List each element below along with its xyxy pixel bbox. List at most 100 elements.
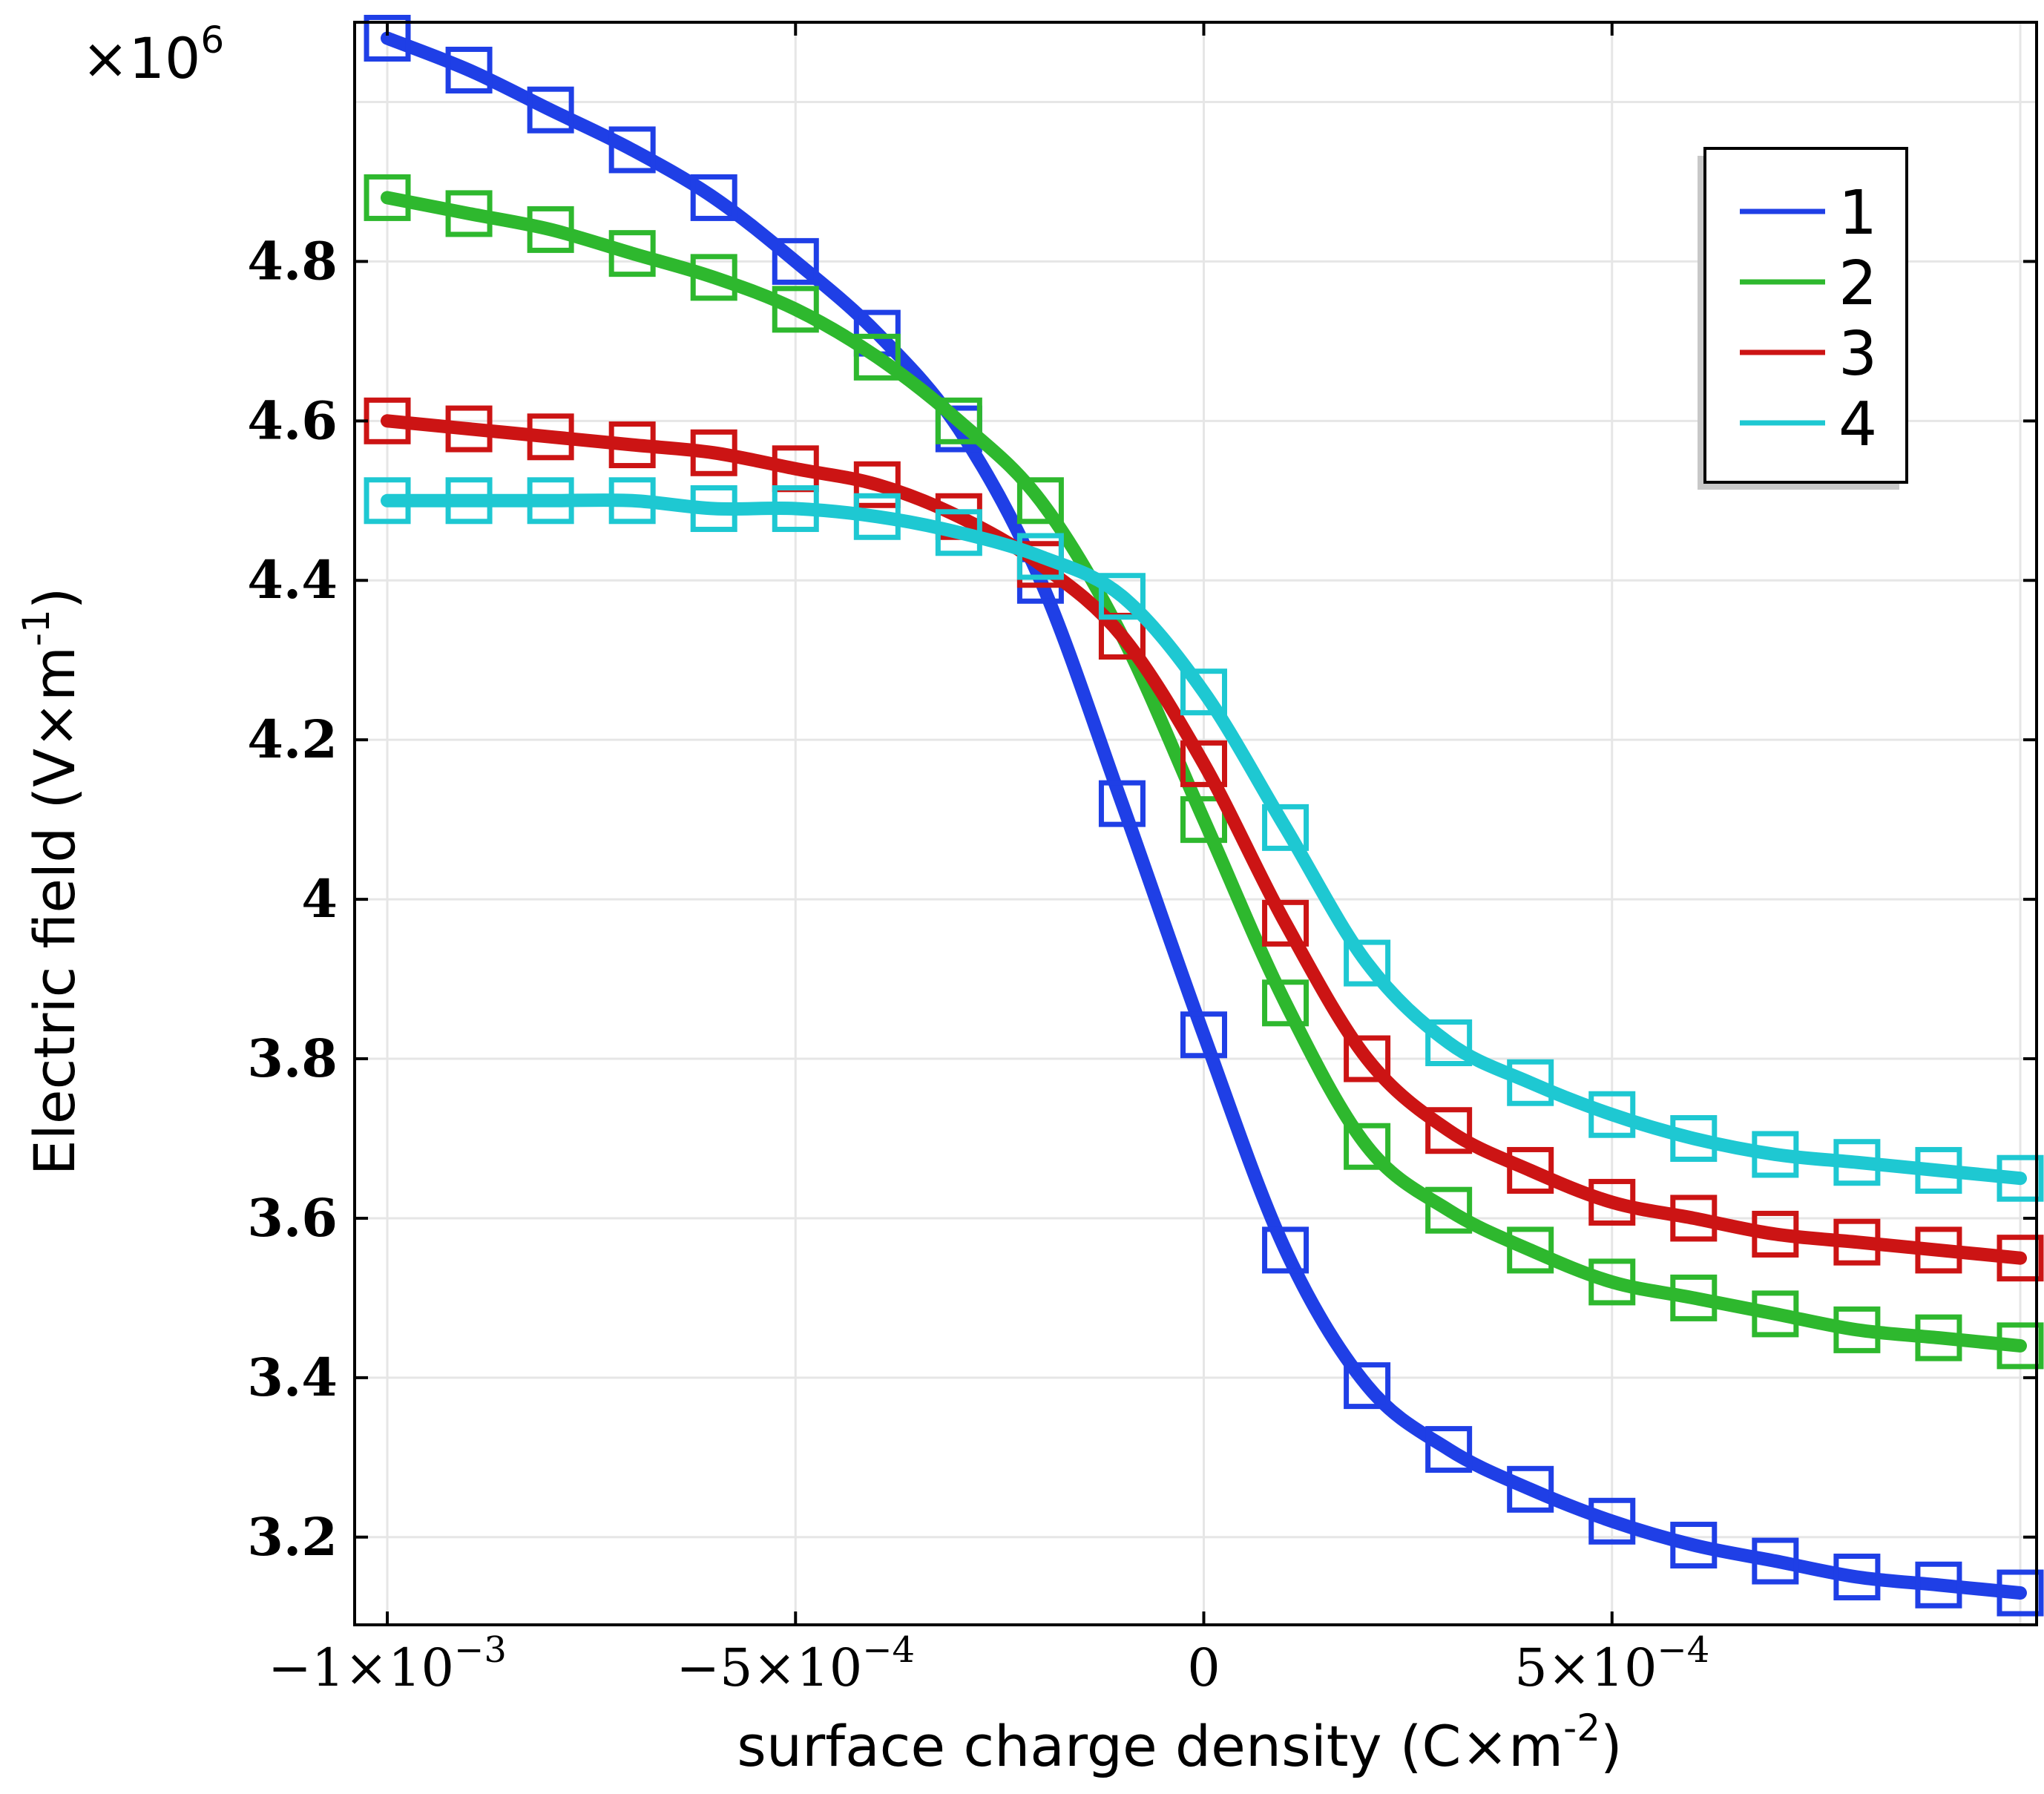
data-point-3 [1915, 1226, 1962, 1274]
y-axis-multiplier: ×106 [82, 19, 224, 91]
data-point-1 [608, 126, 656, 174]
data-point-1 [445, 46, 493, 93]
data-point-3 [445, 405, 493, 453]
data-point-2 [527, 206, 574, 253]
data-point-1 [1262, 1226, 1309, 1274]
x-tick-exponent: −3 [454, 1629, 507, 1671]
data-point-4 [1833, 1139, 1881, 1186]
y-axis-multiplier-base: ×10 [82, 25, 200, 91]
data-point-4 [1425, 1019, 1473, 1067]
data-point-2 [935, 397, 982, 444]
series-4 [364, 477, 2044, 1202]
data-point-4 [1262, 804, 1309, 851]
data-point-4 [364, 477, 411, 525]
y-axis-title-close: ) [22, 588, 88, 610]
data-point-2 [1344, 1123, 1391, 1170]
data-point-2 [1507, 1226, 1554, 1274]
data-point-3 [1752, 1210, 1799, 1258]
data-point-3 [608, 421, 656, 469]
legend-label-1: 1 [1838, 178, 1877, 249]
data-point-3 [527, 413, 574, 461]
data-point-2 [1915, 1314, 1962, 1361]
series-line-3 [381, 414, 2027, 1265]
series-1 [364, 14, 2044, 1617]
data-point-3 [1670, 1195, 1718, 1242]
data-point-3 [1344, 1035, 1391, 1082]
data-point-4 [1098, 573, 1146, 620]
x-axis-title: surface charge density (C×m-2) [737, 1706, 1622, 1779]
y-tick-label: 4.4 [247, 549, 338, 611]
data-point-1 [1833, 1554, 1881, 1601]
data-point-4 [1507, 1059, 1554, 1106]
y-axis-title-text: Electric field (V×m [22, 646, 88, 1175]
series-line-2 [381, 191, 2027, 1353]
data-point-4 [1752, 1131, 1799, 1178]
data-point-3 [853, 461, 901, 508]
data-point-1 [1180, 1011, 1228, 1059]
x-axis-title-exponent: -2 [1563, 1706, 1600, 1749]
data-point-2 [445, 190, 493, 237]
data-point-2 [1425, 1186, 1473, 1234]
data-point-2 [1262, 979, 1309, 1027]
data-point-3 [1507, 1146, 1554, 1194]
data-point-2 [1833, 1306, 1881, 1353]
data-point-2 [1752, 1290, 1799, 1338]
y-tick-label: 3.8 [247, 1028, 338, 1089]
y-tick-label: 3.4 [247, 1347, 338, 1408]
data-point-4 [772, 485, 819, 533]
data-point-1 [1588, 1497, 1636, 1545]
data-point-4 [445, 477, 493, 525]
data-point-3 [1588, 1178, 1636, 1226]
data-point-2 [690, 254, 737, 301]
y-axis-title-exponent: -1 [15, 609, 58, 646]
series-line-1 [381, 31, 2027, 1600]
x-tick-exponent: −4 [1657, 1629, 1709, 1671]
y-tick-label: 3.6 [247, 1187, 338, 1249]
legend-label-3: 3 [1838, 319, 1877, 390]
x-axis-title-close: ) [1600, 1713, 1623, 1779]
data-point-4 [853, 493, 901, 540]
data-point-4 [527, 477, 574, 525]
x-tick-exponent: −4 [862, 1629, 915, 1671]
series-group [364, 14, 2044, 1617]
data-point-1 [1344, 1362, 1391, 1410]
data-point-4 [608, 477, 656, 525]
data-point-1 [1915, 1561, 1962, 1609]
data-point-4 [1997, 1154, 2044, 1202]
legend-label-2: 2 [1838, 249, 1877, 319]
data-point-1 [1997, 1569, 2044, 1617]
data-point-3 [1833, 1218, 1881, 1266]
x-tick-label: 5×10−4 [1514, 1629, 1709, 1698]
data-point-2 [1180, 796, 1228, 844]
y-axis-title: Electric field (V×m-1) [15, 588, 88, 1176]
data-point-2 [1016, 477, 1064, 525]
data-point-2 [1997, 1322, 2044, 1370]
data-point-1 [527, 86, 574, 134]
data-point-3 [1180, 740, 1228, 787]
x-tick-mantissa: 0 [1187, 1637, 1220, 1698]
data-point-1 [690, 174, 737, 221]
x-tick-mantissa: 5×10 [1514, 1637, 1657, 1698]
y-tick-label: 4.8 [247, 230, 338, 292]
data-point-4 [1588, 1091, 1636, 1138]
data-point-1 [364, 14, 411, 62]
data-point-1 [1670, 1522, 1718, 1569]
data-point-2 [608, 230, 656, 277]
data-point-4 [1344, 939, 1391, 987]
data-point-4 [935, 509, 982, 556]
legend-label-4: 4 [1838, 390, 1877, 460]
data-point-1 [1098, 780, 1146, 827]
x-tick-label: 0 [1187, 1637, 1220, 1698]
data-point-4 [1915, 1146, 1962, 1194]
x-tick-label: −5×10−4 [676, 1629, 915, 1698]
y-axis-multiplier-exponent: 6 [200, 19, 224, 62]
data-point-2 [1670, 1274, 1718, 1321]
data-point-4 [1180, 668, 1228, 716]
data-point-1 [772, 237, 819, 285]
data-point-1 [1507, 1465, 1554, 1513]
data-point-4 [690, 485, 737, 533]
data-point-1 [1425, 1426, 1473, 1473]
